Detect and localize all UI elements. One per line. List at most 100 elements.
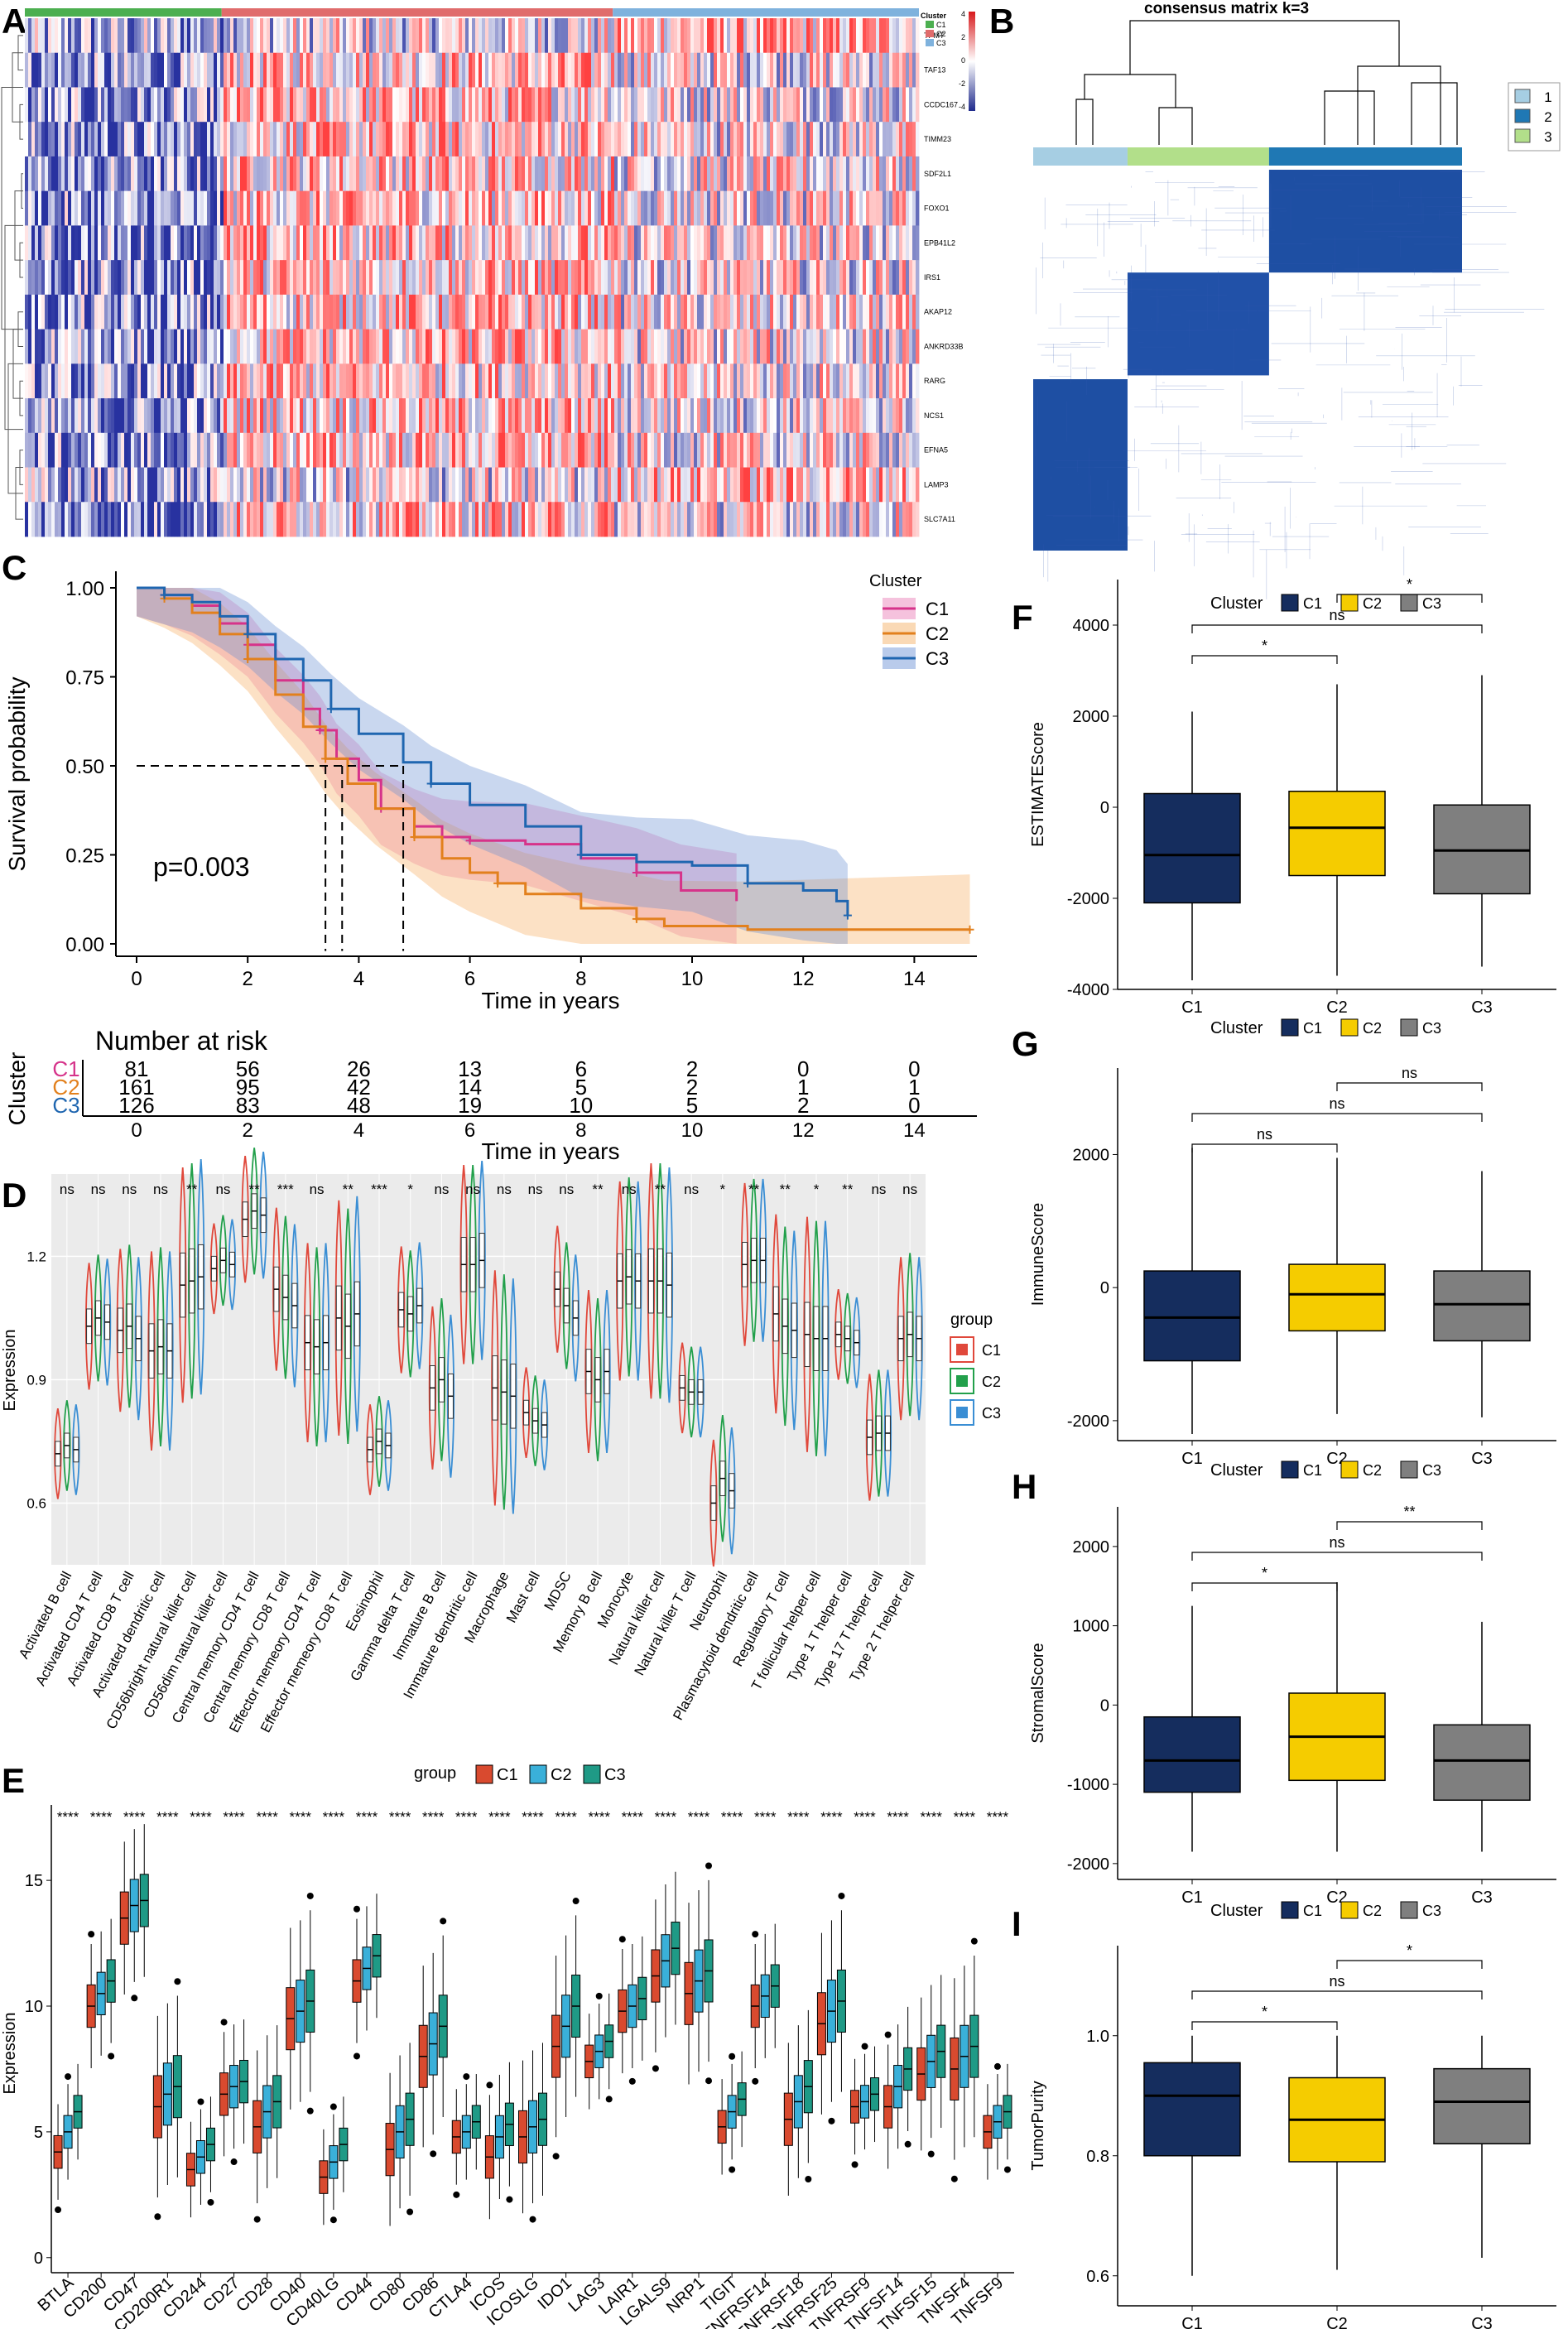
- heatmap-cell: [558, 294, 562, 330]
- heatmap-cell: [591, 398, 595, 434]
- heatmap-cell: [75, 122, 79, 157]
- heatmap-cell: [720, 52, 724, 88]
- heatmap-cell: [429, 398, 433, 434]
- heatmap-cell: [137, 467, 142, 503]
- heatmap-cell: [154, 467, 158, 503]
- heatmap-cell: [108, 156, 112, 192]
- heatmap-cell: [81, 432, 85, 468]
- heatmap-cell: [608, 467, 612, 503]
- heatmap-cell: [439, 52, 443, 88]
- heatmap-cell: [525, 502, 529, 537]
- gene-label-ankrd33b: ANKRD33B: [924, 342, 964, 350]
- heatmap-cell: [492, 87, 496, 123]
- heatmap-cell: [250, 225, 254, 261]
- heatmap-cell: [916, 225, 920, 261]
- heatmap-cell: [224, 87, 228, 123]
- heatmap-cell: [916, 363, 920, 399]
- heatmap-cell: [462, 294, 466, 330]
- heatmap-color-scale: [969, 12, 975, 111]
- heatmap-cell: [127, 363, 132, 399]
- heatmap-cell: [551, 363, 556, 399]
- heatmap-cell: [227, 363, 231, 399]
- heatmap-cell: [714, 225, 718, 261]
- heatmap-cell: [856, 363, 860, 399]
- violin-shape: [531, 1375, 540, 1466]
- heatmap-cell: [538, 502, 542, 537]
- heatmap-cell: [41, 260, 46, 296]
- heatmap-cell: [336, 398, 340, 434]
- heatmap-cell: [555, 502, 559, 537]
- heatmap-cell: [902, 122, 907, 157]
- heatmap-cell: [290, 260, 294, 296]
- heatmap-cell: [257, 363, 261, 399]
- heatmap-cell: [177, 329, 181, 364]
- heatmap-cell: [154, 432, 158, 468]
- heatmap-cell: [843, 87, 847, 123]
- heatmap-cell: [247, 260, 251, 296]
- heatmap-cell: [55, 363, 59, 399]
- heatmap-cell: [485, 260, 489, 296]
- heatmap-cell: [634, 122, 638, 157]
- heatmap-cell: [465, 190, 469, 226]
- heatmap-cell: [469, 363, 473, 399]
- heatmap-cell: [896, 225, 900, 261]
- heatmap-cell: [303, 18, 307, 54]
- heatmap-cell: [912, 467, 916, 503]
- heatmap-cell: [68, 502, 72, 537]
- heatmap-cell: [594, 467, 599, 503]
- heatmap-cell: [250, 329, 254, 364]
- heatmap-cell: [157, 225, 161, 261]
- heatmap-cell: [839, 467, 844, 503]
- heatmap-cell: [429, 122, 433, 157]
- heatmap-cell: [157, 467, 161, 503]
- heatmap-cell: [717, 122, 721, 157]
- heatmap-cell: [111, 87, 115, 123]
- heatmap-cell: [260, 502, 264, 537]
- violin-shape: [321, 1243, 330, 1443]
- heatmap-cell: [657, 294, 661, 330]
- heatmap-cell: [449, 52, 453, 88]
- heatmap-cell: [737, 329, 741, 364]
- heatmap-cell: [830, 87, 834, 123]
- heatmap-cell: [197, 294, 201, 330]
- heatmap-cell: [571, 398, 575, 434]
- heatmap-cell: [690, 225, 695, 261]
- heatmap-cell: [65, 398, 69, 434]
- heatmap-cell: [313, 432, 317, 468]
- heatmap-cell: [31, 225, 36, 261]
- heatmap-cell: [326, 398, 330, 434]
- heatmap-cell: [190, 329, 195, 364]
- heatmap-cell: [214, 432, 218, 468]
- checkpoint-outlier: [230, 2158, 238, 2166]
- heatmap-cell: [690, 432, 695, 468]
- heatmap-cell: [316, 432, 320, 468]
- heatmap-cell: [419, 363, 423, 399]
- heatmap-cell: [459, 52, 463, 88]
- heatmap-cell: [127, 156, 132, 192]
- heatmap-cell: [541, 502, 546, 537]
- heatmap-cell: [240, 52, 244, 88]
- heatmap-cell: [363, 294, 367, 330]
- heatmap-cell: [733, 363, 738, 399]
- heatmap-cell: [879, 225, 883, 261]
- heatmap-cell: [247, 398, 251, 434]
- heatmap-cell: [290, 398, 294, 434]
- heatmap-cell: [518, 329, 522, 364]
- heatmap-cell: [654, 329, 658, 364]
- heatmap-cell: [916, 398, 920, 434]
- heatmap-cell: [214, 18, 218, 54]
- heatmap-cell: [263, 329, 267, 364]
- heatmap-cell: [200, 52, 204, 88]
- heatmap-cell: [512, 363, 516, 399]
- violin-shape: [772, 1214, 780, 1414]
- heatmap-cell: [452, 363, 456, 399]
- heatmap-cell: [899, 156, 903, 192]
- heatmap-cell: [293, 363, 297, 399]
- heatmap-cell: [743, 52, 748, 88]
- heatmap-cell: [230, 294, 234, 330]
- heatmap-cell: [813, 122, 817, 157]
- heatmap-cell: [389, 87, 393, 123]
- heatmap-cell: [127, 329, 132, 364]
- heatmap-cell: [260, 225, 264, 261]
- heatmap-cell: [31, 329, 36, 364]
